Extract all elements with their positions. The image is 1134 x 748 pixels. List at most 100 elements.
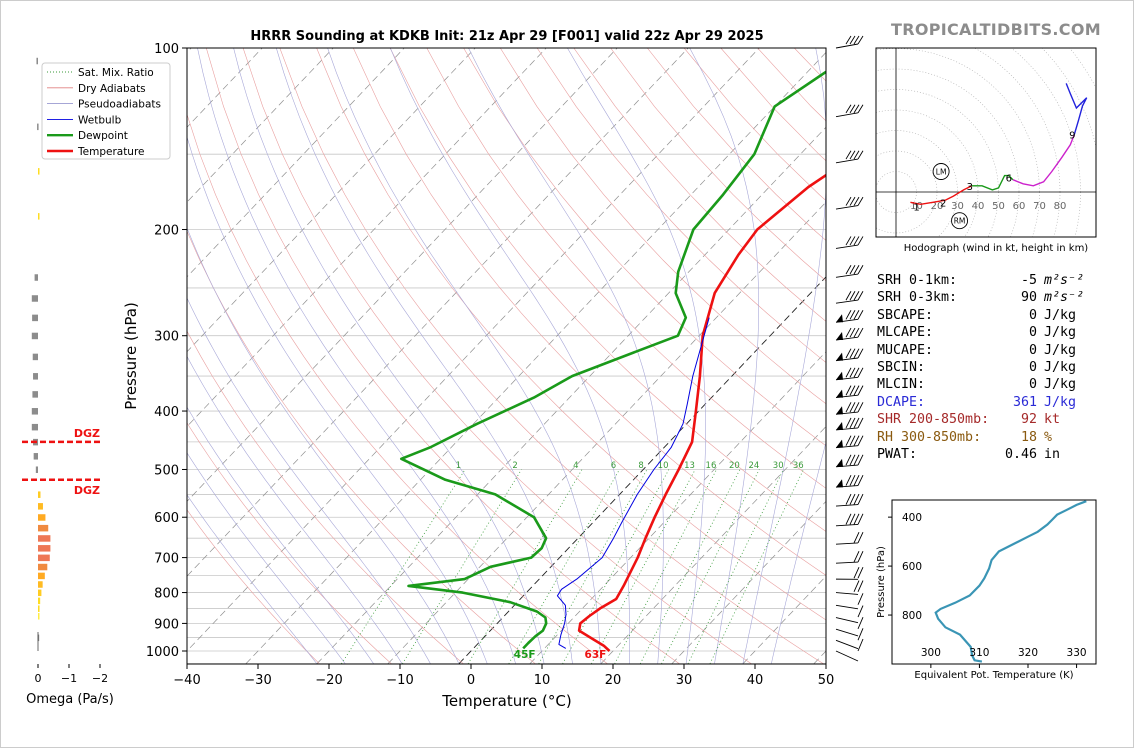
y-tick-label: 100 [154, 42, 179, 57]
stats-table: SRH 0-1km: -5 m²s⁻² SRH 0-3km: 90 m²s⁻² SBCAPE… [877, 272, 1117, 463]
pseudoadiabat [689, 48, 759, 664]
stat-unit: J/kg [1044, 325, 1077, 341]
wind-barb [835, 196, 864, 210]
y-tick-label: 500 [154, 463, 179, 478]
x-tick-label: −20 [315, 673, 342, 688]
isotherm [187, 48, 405, 278]
hodograph-series [971, 174, 1014, 191]
mixing-ratio-label: 1 [456, 461, 461, 471]
hodograph-height-label: 6 [1006, 174, 1012, 185]
stat-value: 0 [1028, 307, 1037, 323]
x-tick-label: 0 [467, 673, 475, 688]
omega-bar [33, 453, 38, 460]
dry-adiabat [279, 48, 824, 664]
omega-bar [38, 589, 42, 597]
pseudoadiabat [276, 48, 573, 664]
storm-motion-label: RM [954, 217, 966, 226]
omega-axis-label: Omega (Pa/s) [26, 692, 114, 707]
x-tick-label: 40 [747, 673, 764, 688]
stat-row: MUCAPE: 0 J/kg [877, 342, 1117, 359]
x-tick-label: 50 [818, 673, 835, 688]
omega-bar [34, 274, 38, 281]
wind-barb [835, 150, 864, 164]
legend-label: Dewpoint [78, 130, 128, 142]
x-tick-label: −30 [244, 673, 271, 688]
wind-barb [835, 638, 864, 662]
omega-bar [38, 491, 41, 498]
x-tick-label: 30 [676, 673, 693, 688]
isotherm [187, 48, 334, 203]
pseudoadiabat [771, 441, 826, 664]
mixing-ratio-label: 10 [658, 461, 669, 471]
mixing-ratio-label: 13 [684, 461, 695, 471]
wind-barb [835, 290, 864, 304]
x-tick-label: 10 [534, 673, 551, 688]
pseudoadiabat [187, 494, 318, 664]
omega-bar [31, 423, 38, 431]
stat-row: SBCIN: 0 J/kg [877, 359, 1117, 376]
mixing-ratio-line [639, 469, 741, 664]
omega-bar [31, 408, 38, 415]
wind-barb [835, 493, 864, 507]
stat-row: MLCAPE: 0 J/kg [877, 324, 1117, 341]
isotherm [387, 201, 826, 664]
omega-bar [38, 613, 40, 620]
stat-label: DCAPE: [877, 394, 926, 410]
omega-bar [37, 634, 40, 642]
stat-row: SRH 0-3km: 90 m²s⁻² [877, 289, 1117, 306]
chart-title: HRRR Sounding at KDKB Init: 21z Apr 29 [… [250, 29, 763, 44]
dry-adiabat [187, 509, 320, 664]
pseudoadiabat [567, 48, 706, 664]
omega-bar [38, 597, 41, 605]
pseudoadiabat [327, 48, 602, 664]
stat-unit: m²s⁻² [1044, 273, 1085, 288]
x-tick-label: −40 [173, 673, 200, 688]
stat-row: PWAT: 0.46 in [877, 446, 1117, 463]
legend: Sat. Mix. Ratio Dry Adiabats Pseudoadiabat… [41, 62, 171, 160]
wind-barb [835, 605, 864, 624]
omega-panel: DGZ DGZ 0 −1 −2 Omega (Pa/s) [22, 57, 114, 707]
mixing-ratio-label: 20 [729, 461, 740, 471]
hodograph-ring-label: 20 [931, 201, 944, 212]
pseudoadiabat [187, 227, 460, 664]
wind-barb [835, 402, 864, 415]
stat-unit: J/kg [1044, 394, 1077, 410]
wind-barb [835, 616, 864, 637]
pseudoadiabat [187, 452, 346, 664]
theta-e-y-axis-label: Pressure (hPa) [876, 546, 887, 618]
y-tick-label: 1000 [146, 645, 179, 660]
stat-unit: in [1044, 446, 1061, 462]
dry-adiabat [206, 48, 680, 664]
omega-bar [38, 563, 48, 571]
dry-adiabat [426, 48, 826, 489]
wind-barb [835, 628, 864, 650]
hodograph-ring-label: 30 [951, 201, 964, 212]
dry-adiabat [500, 48, 826, 405]
dry-adiabat [187, 330, 464, 664]
hodograph-ring-label: 80 [1054, 201, 1067, 212]
mixing-ratio-label: 36 [793, 461, 804, 471]
wind-barb [835, 513, 864, 527]
mixing-ratio-line [402, 469, 522, 664]
omega-bar [38, 545, 51, 552]
dry-adiabat [187, 113, 608, 664]
stat-row: SRH 0-1km: -5 m²s⁻² [877, 272, 1117, 289]
dewpoint-surface-label: 45F [514, 649, 536, 661]
series-wetbulb [556, 317, 710, 649]
omega-bar [38, 514, 46, 521]
storm-motion-marker [951, 212, 968, 230]
mixing-ratio-line [661, 469, 760, 664]
hodograph-height-label: 2 [940, 198, 946, 209]
hodograph-height-label: 1 [913, 202, 919, 213]
stat-unit: kt [1044, 412, 1061, 428]
legend-label: Temperature [77, 146, 145, 158]
wind-barb [835, 310, 864, 323]
stat-value: 90 [1020, 290, 1037, 306]
hodograph-series [910, 185, 973, 206]
hodograph-series [1065, 83, 1088, 135]
isotherm [316, 126, 826, 664]
stat-unit: J/kg [1044, 342, 1077, 358]
omega-bar [31, 332, 38, 340]
